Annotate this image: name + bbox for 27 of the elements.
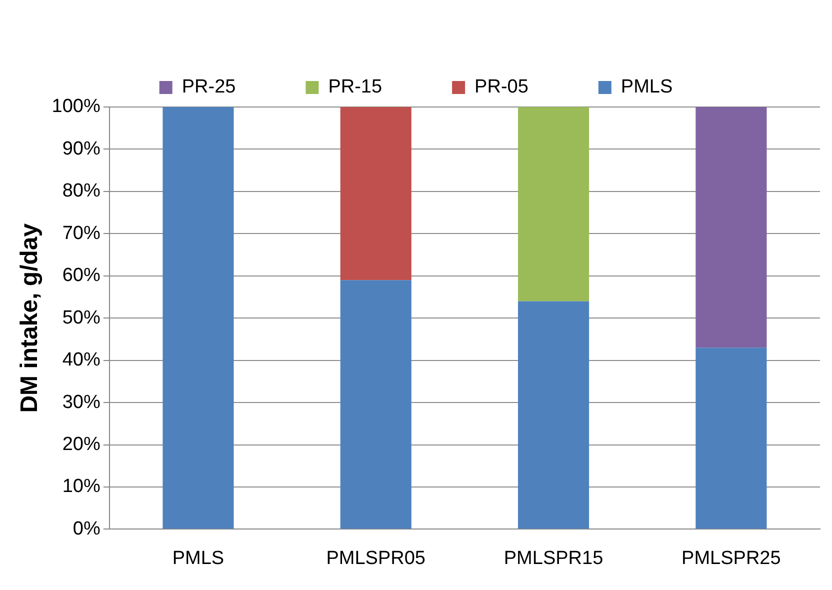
x-tick-label: PMLSPR25 [682,548,781,569]
y-tick-label: 30% [62,392,100,413]
x-tick-label: PMLSPR05 [326,548,426,569]
y-axis-title: DM intake, g/day [16,222,44,413]
bar [518,107,590,302]
y-tick-label: 60% [62,265,100,286]
y-tick-label: 0% [72,518,100,540]
bar [518,301,590,529]
bar [340,280,412,529]
bar [162,107,234,529]
x-tick-label: PMLSPR15 [504,548,604,569]
y-tick-label: 90% [62,138,100,160]
y-tick-label: 80% [62,180,100,202]
y-tick-label: 100% [52,96,100,118]
legend-label: PMLS [620,76,673,98]
y-tick-label: 20% [62,434,100,455]
legend-label: PR-15 [328,76,382,98]
y-tick-label: 70% [62,222,100,244]
legend-label: PR-05 [474,76,528,98]
bar [696,348,767,529]
x-tick-label: PMLS [172,548,224,569]
y-tick-label: 40% [62,350,100,371]
bar [340,107,412,280]
y-tick-label: 10% [62,476,100,498]
bar [696,107,767,348]
y-tick-label: 50% [62,307,100,328]
legend-label: PR-25 [182,76,236,98]
